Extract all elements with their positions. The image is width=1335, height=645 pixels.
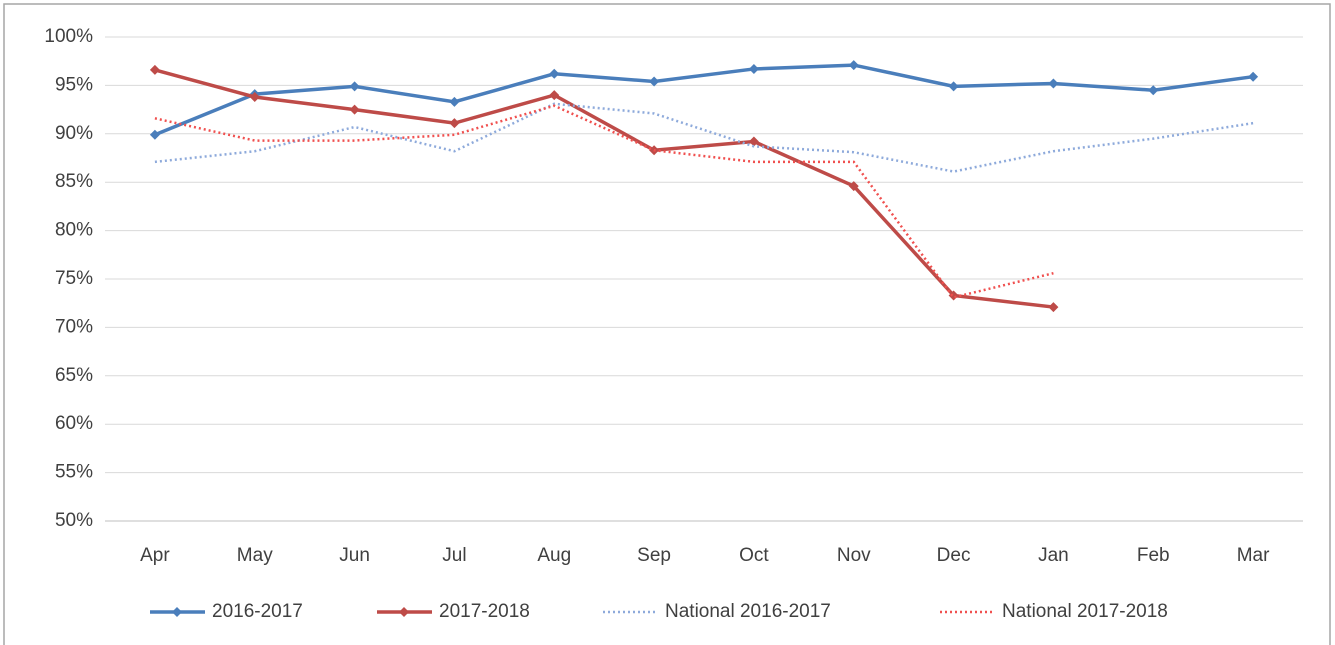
point-marker <box>948 81 959 92</box>
x-tick-label: Aug <box>537 545 571 566</box>
point-marker <box>1148 85 1159 96</box>
x-tick-label: Oct <box>739 545 769 566</box>
y-tick-label: 90% <box>55 123 93 144</box>
point-marker <box>1248 71 1259 82</box>
point-marker <box>1048 78 1059 89</box>
legend-label: National 2016-2017 <box>665 601 831 622</box>
series-line <box>154 68 1054 309</box>
x-tick-label: Mar <box>1237 545 1270 566</box>
y-tick-label: 85% <box>55 171 93 192</box>
point-marker <box>249 92 260 103</box>
x-tick-label: Apr <box>140 545 170 566</box>
point-marker <box>349 104 360 115</box>
legend-label: 2016-2017 <box>212 601 303 622</box>
y-tick-label: 80% <box>55 220 93 241</box>
legend-label: 2017-2018 <box>439 601 530 622</box>
series-line <box>154 63 1254 137</box>
point-marker <box>349 81 360 92</box>
point-marker <box>449 118 460 129</box>
x-tick-label: Jun <box>339 545 370 566</box>
y-tick-label: 100% <box>44 26 93 47</box>
legend-label: National 2017-2018 <box>1002 601 1168 622</box>
x-tick-label: Dec <box>937 545 971 566</box>
point-marker <box>848 60 859 71</box>
point-marker <box>549 90 560 101</box>
y-tick-label: 60% <box>55 413 93 434</box>
y-tick-label: 70% <box>55 316 93 337</box>
series-line <box>154 102 1254 173</box>
x-tick-label: Feb <box>1137 545 1170 566</box>
series-line <box>154 104 1054 299</box>
y-tick-label: 65% <box>55 365 93 386</box>
y-tick-label: 75% <box>55 268 93 289</box>
point-marker <box>549 68 560 79</box>
x-tick-label: May <box>237 545 273 566</box>
x-tick-label: Nov <box>837 545 871 566</box>
point-marker <box>449 96 460 107</box>
point-marker <box>748 136 759 147</box>
y-tick-label: 95% <box>55 74 93 95</box>
point-marker <box>1048 302 1059 313</box>
x-tick-label: Jan <box>1038 545 1069 566</box>
point-marker <box>149 129 160 140</box>
x-tick-label: Jul <box>442 545 466 566</box>
x-tick-label: Sep <box>637 545 671 566</box>
point-marker <box>149 64 160 75</box>
point-marker <box>649 76 660 87</box>
y-tick-label: 55% <box>55 462 93 483</box>
chart-frame <box>3 3 1331 645</box>
y-tick-label: 50% <box>55 510 93 531</box>
point-marker <box>748 63 759 74</box>
point-marker <box>848 181 859 192</box>
legend-marker <box>399 607 409 617</box>
legend-marker <box>172 607 182 617</box>
